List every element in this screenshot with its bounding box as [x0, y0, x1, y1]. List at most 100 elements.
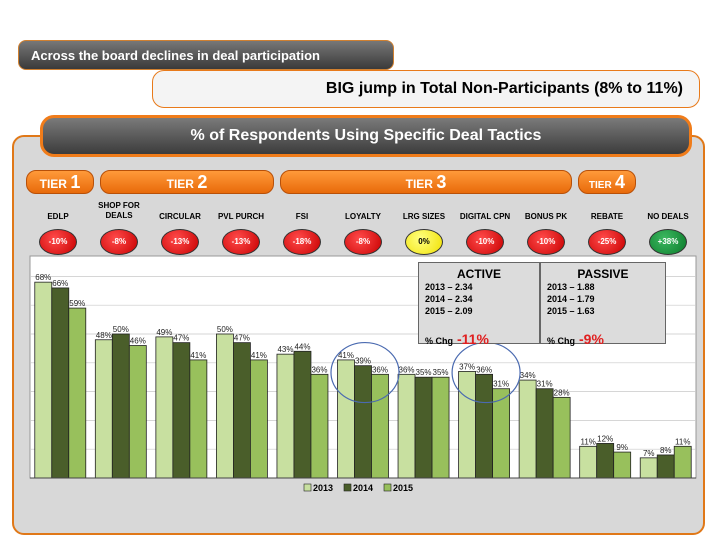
bar — [535, 388, 554, 479]
active-summary-box: ACTIVE 2013 – 2.34 2014 – 2.34 2015 – 2.… — [418, 262, 540, 347]
highlight-ring — [330, 341, 400, 404]
value-label: 47% — [234, 334, 250, 343]
category-label: REBATE — [590, 212, 624, 221]
value-label: 47% — [173, 334, 189, 343]
bar — [673, 445, 692, 479]
value-label: 41% — [251, 351, 267, 360]
change-badge: -18% — [283, 229, 321, 255]
legend-label: 2013 — [313, 483, 333, 493]
value-label: 68% — [35, 273, 51, 282]
bar — [216, 333, 234, 479]
bar — [68, 307, 87, 479]
passive-line: 2014 – 1.79 — [547, 294, 595, 304]
bar — [189, 359, 208, 479]
bar — [94, 339, 113, 479]
bar — [518, 379, 537, 479]
change-badge: -10% — [527, 229, 565, 255]
passive-line: 2015 – 1.63 — [547, 306, 595, 316]
bar — [458, 371, 476, 479]
legend-swatch — [303, 483, 312, 492]
value-label: 11% — [580, 437, 595, 446]
active-pct-change: % Chg -11% — [425, 331, 489, 347]
passive-summary-box: PASSIVE 2013 – 1.88 2014 – 1.79 2015 – 1… — [540, 262, 666, 347]
value-label: 34% — [520, 371, 536, 380]
headline-banner: BIG jump in Total Non-Participants (8% t… — [152, 70, 700, 108]
value-label: 44% — [294, 342, 310, 351]
bar — [276, 353, 295, 479]
active-pct-value: -11% — [457, 331, 489, 347]
bar — [596, 443, 615, 479]
value-label: 8% — [660, 446, 672, 455]
value-label: 39% — [355, 357, 371, 366]
change-badge: +38% — [649, 229, 687, 255]
bar — [431, 376, 450, 479]
active-line: 2015 – 2.09 — [425, 306, 473, 316]
bar — [293, 350, 312, 479]
bar — [155, 336, 174, 479]
value-label: 35% — [433, 368, 449, 377]
bar — [310, 373, 329, 479]
bar — [128, 345, 147, 479]
change-badge: -10% — [466, 229, 504, 255]
headline-text: BIG jump in Total Non-Participants (8% t… — [325, 80, 683, 97]
bar — [172, 342, 191, 479]
category-label: CIRCULAR — [159, 212, 201, 221]
bar — [656, 454, 675, 479]
value-label: 9% — [616, 443, 628, 452]
category-label: DIGITAL CPN — [459, 212, 511, 221]
change-badge: 0% — [405, 229, 443, 255]
category-label: LRG SIZES — [402, 212, 446, 221]
passive-pct-value: -9% — [579, 331, 604, 347]
value-label: 31% — [537, 380, 553, 389]
value-label: 41% — [190, 351, 206, 360]
value-label: 66% — [52, 279, 68, 288]
active-line: 2014 – 2.34 — [425, 294, 473, 304]
bar — [552, 396, 571, 479]
legend-label: 2014 — [353, 483, 373, 493]
active-line: 2013 – 2.34 — [425, 282, 473, 292]
panel-title: % of Respondents Using Specific Deal Tac… — [190, 127, 542, 144]
bar — [337, 359, 355, 479]
active-title: ACTIVE — [456, 267, 501, 281]
value-label: 48% — [96, 331, 112, 340]
category-label: PVL PURCH — [217, 212, 265, 221]
value-label: 50% — [113, 325, 129, 334]
bar — [111, 333, 130, 479]
change-badge: -13% — [161, 229, 199, 255]
change-badge: -8% — [100, 229, 138, 255]
change-badge: -10% — [39, 229, 77, 255]
bar — [233, 342, 251, 479]
value-label: 11% — [675, 437, 690, 446]
value-label: 7% — [643, 449, 655, 458]
value-label: 49% — [156, 328, 172, 337]
tier-2-tab: TIER 2 — [100, 170, 274, 194]
legend-swatch — [343, 483, 352, 492]
value-label: 31% — [493, 380, 509, 389]
bar — [354, 365, 372, 479]
value-label: 35% — [416, 368, 432, 377]
value-label: 36% — [399, 365, 415, 374]
bar — [34, 281, 53, 479]
value-label: 36% — [476, 365, 492, 374]
passive-line: 2013 – 1.88 — [547, 282, 595, 292]
bar — [371, 373, 389, 479]
bar — [475, 373, 493, 479]
category-label: EDLP — [47, 212, 69, 221]
change-badge: -8% — [344, 229, 382, 255]
bar — [579, 445, 598, 479]
bar — [414, 376, 433, 479]
value-label: 36% — [372, 365, 388, 374]
tier-1-tab: TIER 1 — [26, 170, 94, 194]
value-label: 59% — [69, 299, 85, 308]
value-label: 36% — [311, 365, 327, 374]
category-label: NO DEALS — [647, 212, 689, 221]
change-badge: -25% — [588, 229, 626, 255]
bar — [51, 287, 70, 479]
value-label: 46% — [130, 337, 146, 346]
bar — [250, 359, 268, 479]
category-label: BONUS PK — [524, 212, 568, 221]
passive-pct-change: % Chg -9% — [547, 331, 604, 347]
category-label: LOYALTY — [344, 212, 381, 221]
subtitle-banner: Across the board declines in deal partic… — [18, 40, 394, 70]
tier-4-tab: TIER 4 — [578, 170, 636, 194]
